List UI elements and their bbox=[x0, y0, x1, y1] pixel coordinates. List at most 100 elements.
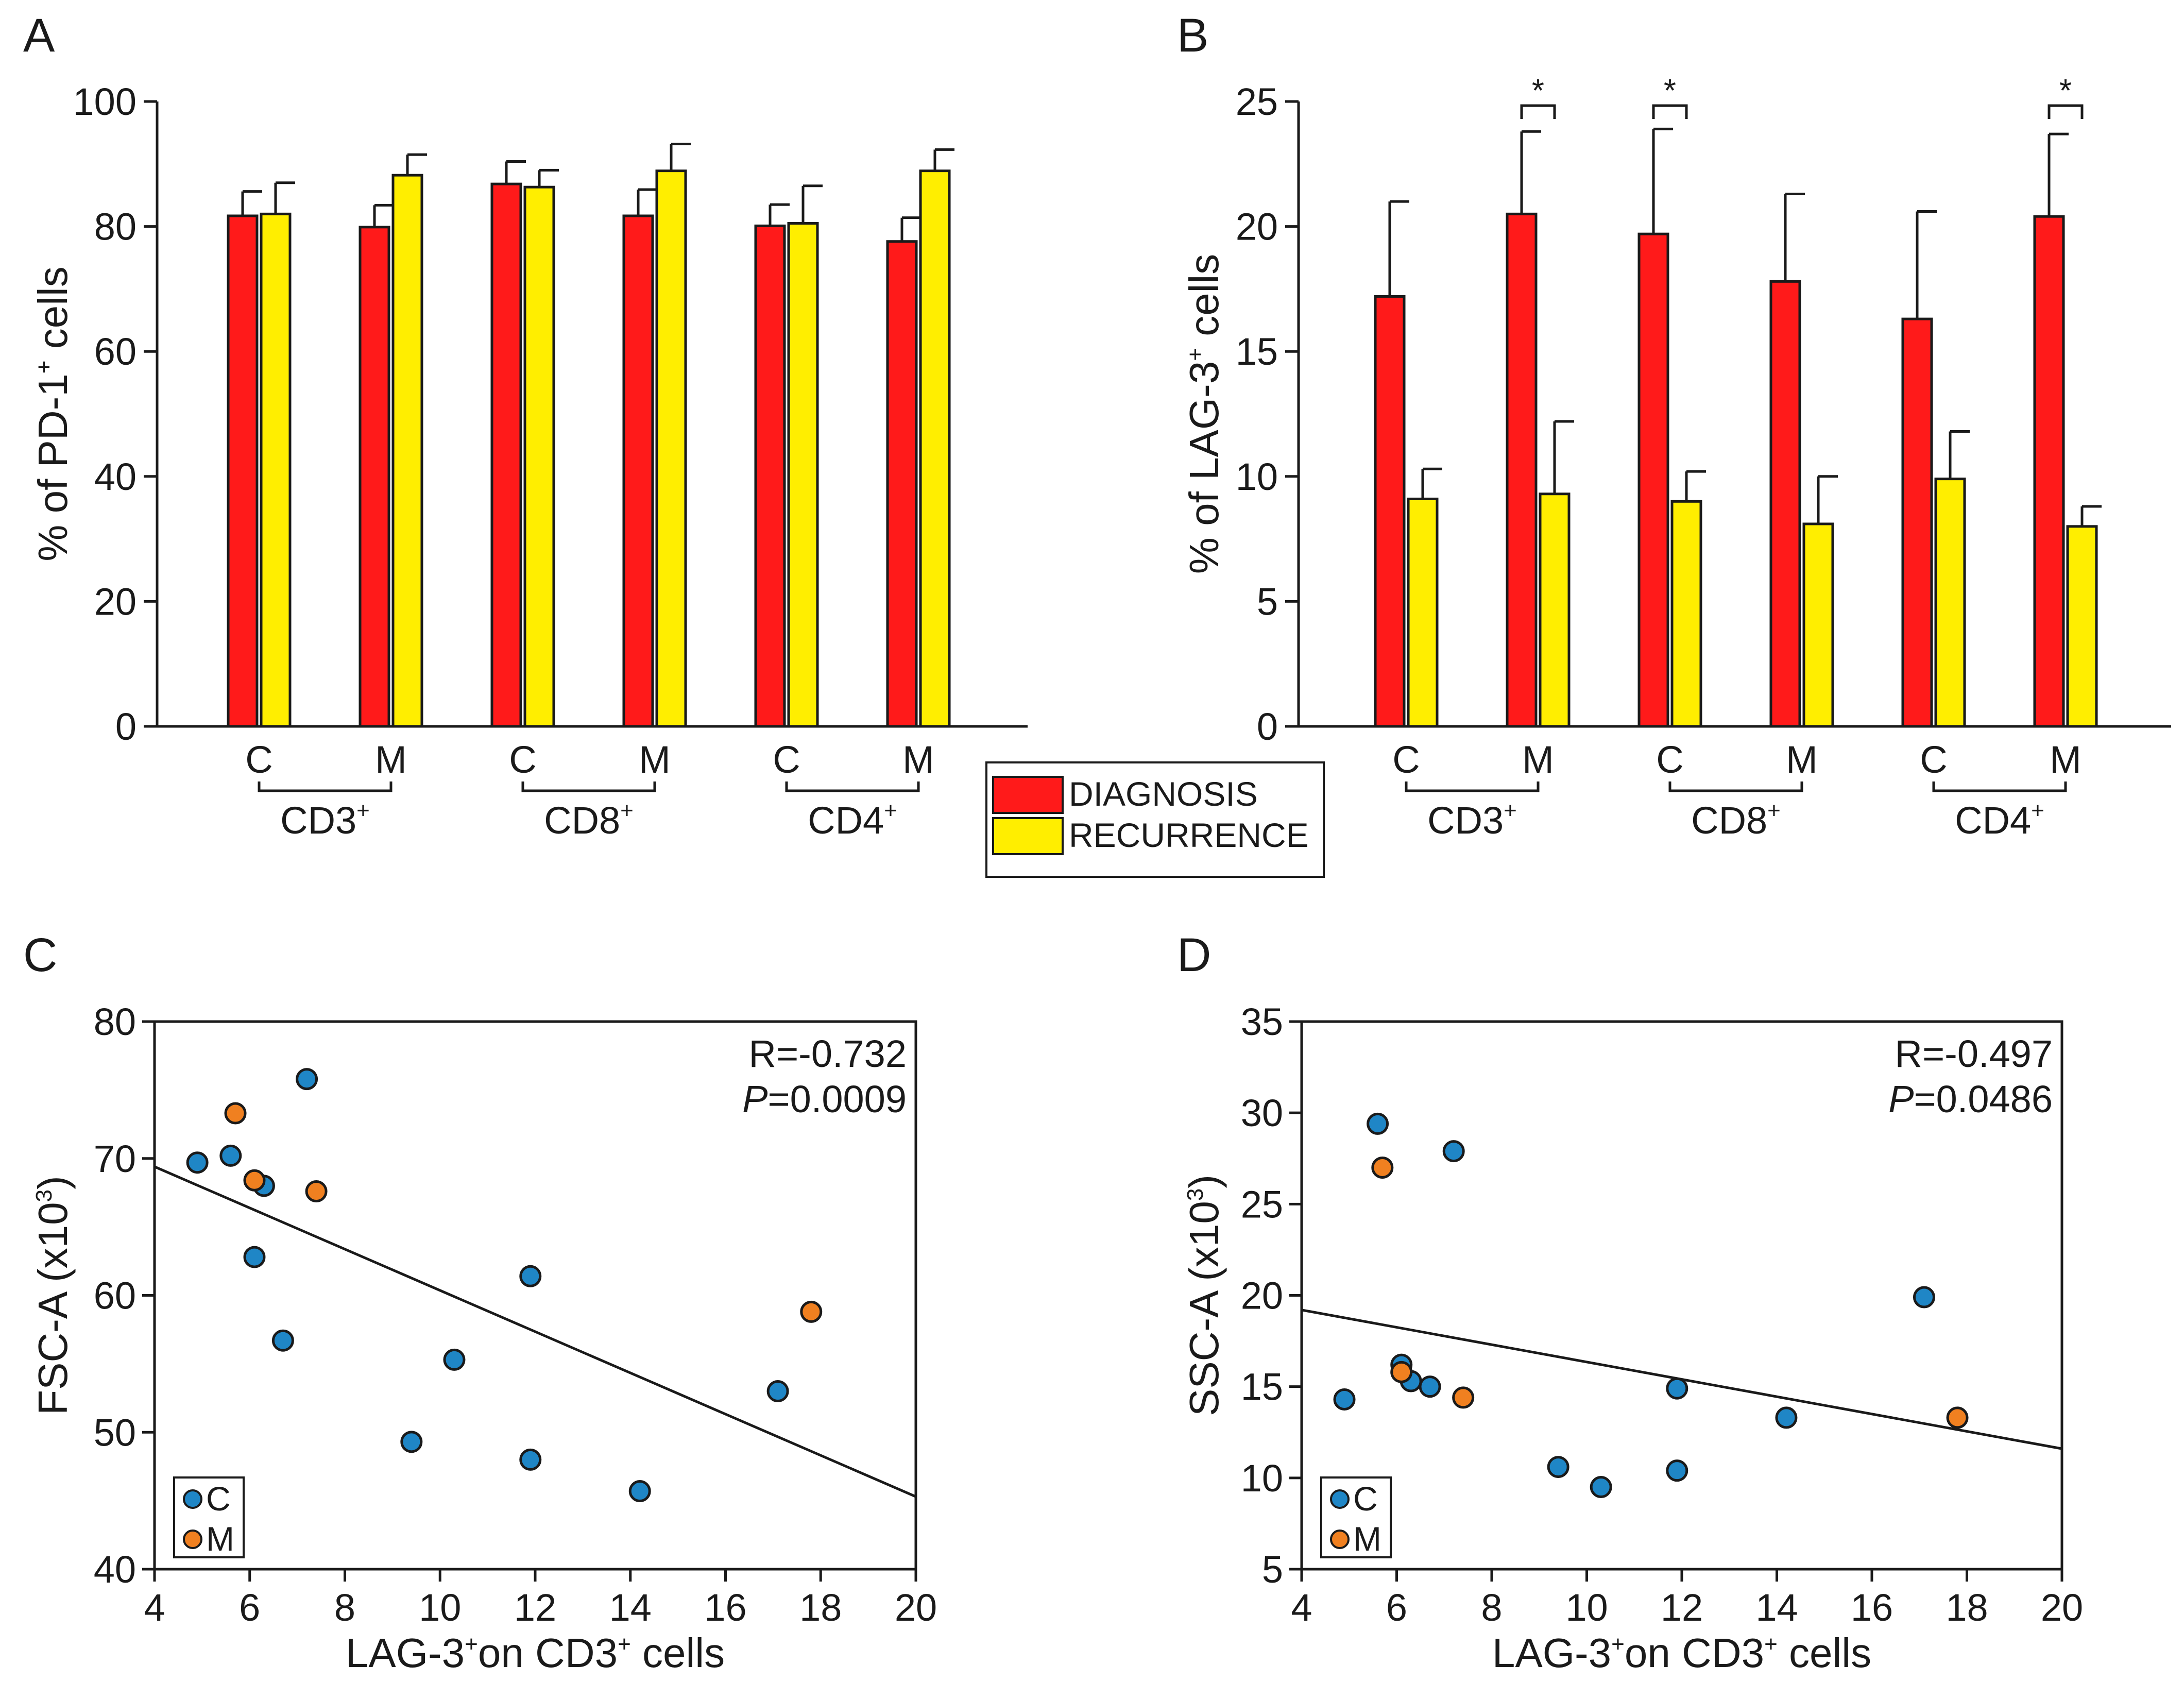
x-tick-label: 18 bbox=[1946, 1586, 1988, 1629]
bar-recurrence-1 bbox=[1407, 497, 1439, 728]
bar-diagnosis-3 bbox=[1637, 232, 1669, 728]
scatter-legend-marker-c bbox=[1330, 1489, 1350, 1509]
bar-diagnosis-1 bbox=[1374, 295, 1406, 728]
point-c-6 bbox=[1442, 1140, 1465, 1163]
point-c-8 bbox=[443, 1348, 466, 1371]
x-tick-label: 14 bbox=[609, 1586, 652, 1629]
y-tick-label: 15 bbox=[1241, 1366, 1283, 1408]
y-tick-label: 40 bbox=[94, 455, 136, 498]
correlation-r: R=-0.732 bbox=[749, 1032, 907, 1075]
category-label: C bbox=[509, 738, 536, 781]
p-value: P=0.0009 bbox=[742, 1078, 907, 1120]
main-legend: DIAGNOSIS RECURRENCE bbox=[985, 761, 1325, 878]
group-label-cd3: CD3+ bbox=[1427, 798, 1517, 842]
y-tick-label: 80 bbox=[94, 1000, 136, 1043]
category-label: M bbox=[1522, 738, 1554, 781]
x-tick-label: 12 bbox=[1661, 1586, 1703, 1629]
point-m-3 bbox=[1452, 1386, 1475, 1409]
scatter-legend-label-m: M bbox=[206, 1520, 234, 1558]
bar-diagnosis-2 bbox=[1506, 212, 1538, 728]
y-tick-label: 25 bbox=[1241, 1183, 1283, 1226]
scatter-legend-marker-m bbox=[1330, 1530, 1350, 1549]
y-tick-label: 0 bbox=[115, 705, 136, 748]
significance-bracket bbox=[2048, 104, 2084, 119]
scatter-legend-label-m: M bbox=[1353, 1520, 1381, 1558]
point-c-1 bbox=[186, 1151, 209, 1174]
panel-c-scatter-chart: 4 6 8 10 12 14 16 18 20 40 50 60 70 80 FSC-A (x103) LAG… bbox=[30, 1000, 937, 1676]
point-c-2 bbox=[1367, 1112, 1389, 1135]
y-axis-label: SSC-A (x103) bbox=[1181, 1175, 1227, 1416]
x-axis-label: LAG-3+on CD3+ cells bbox=[1492, 1630, 1871, 1676]
y-tick-label: 10 bbox=[1241, 1457, 1283, 1500]
x-tick-label: 10 bbox=[419, 1586, 461, 1629]
x-axis-label: LAG-3+on CD3+ cells bbox=[346, 1630, 725, 1676]
category-label: C bbox=[1656, 738, 1683, 781]
bar-recurrence-3 bbox=[1670, 500, 1702, 728]
category-label: C bbox=[1920, 738, 1947, 781]
y-tick-label: 100 bbox=[73, 80, 136, 123]
x-tick-label: 8 bbox=[1481, 1586, 1502, 1629]
x-tick-label: 18 bbox=[799, 1586, 842, 1629]
category-label: M bbox=[375, 738, 407, 781]
category-label: M bbox=[2050, 738, 2081, 781]
scatter-legend-marker-m bbox=[183, 1530, 202, 1549]
point-c-7 bbox=[1547, 1456, 1569, 1479]
y-tick-label: 30 bbox=[1241, 1092, 1283, 1134]
significance-bracket bbox=[1520, 104, 1556, 119]
scatter-legend-marker-c bbox=[183, 1489, 202, 1509]
point-c-5 bbox=[243, 1246, 266, 1268]
category-label: C bbox=[1392, 738, 1420, 781]
x-tick-label: 4 bbox=[1291, 1586, 1312, 1629]
y-tick-label: 0 bbox=[1257, 705, 1278, 748]
group-bracket bbox=[521, 781, 656, 792]
group-label-cd4: CD4+ bbox=[1955, 798, 2044, 842]
point-c-12 bbox=[1913, 1286, 1935, 1309]
y-axis-label: FSC-A (x103) bbox=[30, 1176, 76, 1415]
point-c-2 bbox=[219, 1144, 242, 1167]
x-tick-label: 10 bbox=[1565, 1586, 1608, 1629]
panel-letter-c: C bbox=[23, 929, 57, 981]
x-tick-label: 14 bbox=[1755, 1586, 1798, 1629]
y-tick-label: 10 bbox=[1236, 455, 1278, 498]
bar-recurrence-3 bbox=[523, 185, 555, 728]
point-m-3 bbox=[305, 1180, 328, 1203]
correlation-r: R=-0.497 bbox=[1895, 1032, 2053, 1075]
regression-line bbox=[154, 1165, 916, 1498]
panel-letter-d: D bbox=[1177, 929, 1211, 981]
group-bracket bbox=[258, 781, 393, 792]
x-tick-label: 12 bbox=[514, 1586, 556, 1629]
y-tick-label: 35 bbox=[1241, 1000, 1283, 1043]
point-m-4 bbox=[1946, 1406, 1969, 1429]
group-label-cd8: CD8+ bbox=[544, 798, 634, 842]
category-label: M bbox=[1786, 738, 1818, 781]
group-label-cd8: CD8+ bbox=[1691, 798, 1781, 842]
y-tick-label: 40 bbox=[94, 1548, 136, 1591]
legend-swatch-recurrence bbox=[992, 817, 1064, 855]
point-c-7 bbox=[400, 1431, 423, 1453]
x-tick-label: 20 bbox=[895, 1586, 937, 1629]
y-tick-label: 15 bbox=[1236, 330, 1278, 373]
category-label: M bbox=[639, 738, 671, 781]
bar-diagnosis-3 bbox=[490, 182, 522, 728]
bar-recurrence-2 bbox=[1539, 492, 1571, 728]
significance-star: * bbox=[1532, 73, 1544, 109]
y-tick-label: 80 bbox=[94, 206, 136, 248]
point-m-1 bbox=[1371, 1156, 1394, 1179]
point-c-1 bbox=[1333, 1388, 1356, 1411]
point-c-6 bbox=[271, 1329, 294, 1352]
y-tick-label: 25 bbox=[1236, 80, 1278, 123]
p-value: P=0.0486 bbox=[1888, 1078, 2053, 1120]
point-c-9 bbox=[519, 1265, 542, 1287]
point-c-11 bbox=[1775, 1406, 1798, 1429]
x-tick-label: 4 bbox=[144, 1586, 165, 1629]
bar-recurrence-6 bbox=[919, 169, 951, 728]
bar-diagnosis-5 bbox=[754, 224, 786, 728]
significance-star: * bbox=[2059, 73, 2072, 109]
point-c-9 bbox=[1666, 1377, 1688, 1400]
bar-recurrence-5 bbox=[1934, 478, 1966, 728]
x-tick-label: 16 bbox=[1851, 1586, 1893, 1629]
y-tick-label: 20 bbox=[1241, 1275, 1283, 1317]
x-tick-label: 20 bbox=[2041, 1586, 2083, 1629]
bar-recurrence-1 bbox=[260, 212, 292, 728]
